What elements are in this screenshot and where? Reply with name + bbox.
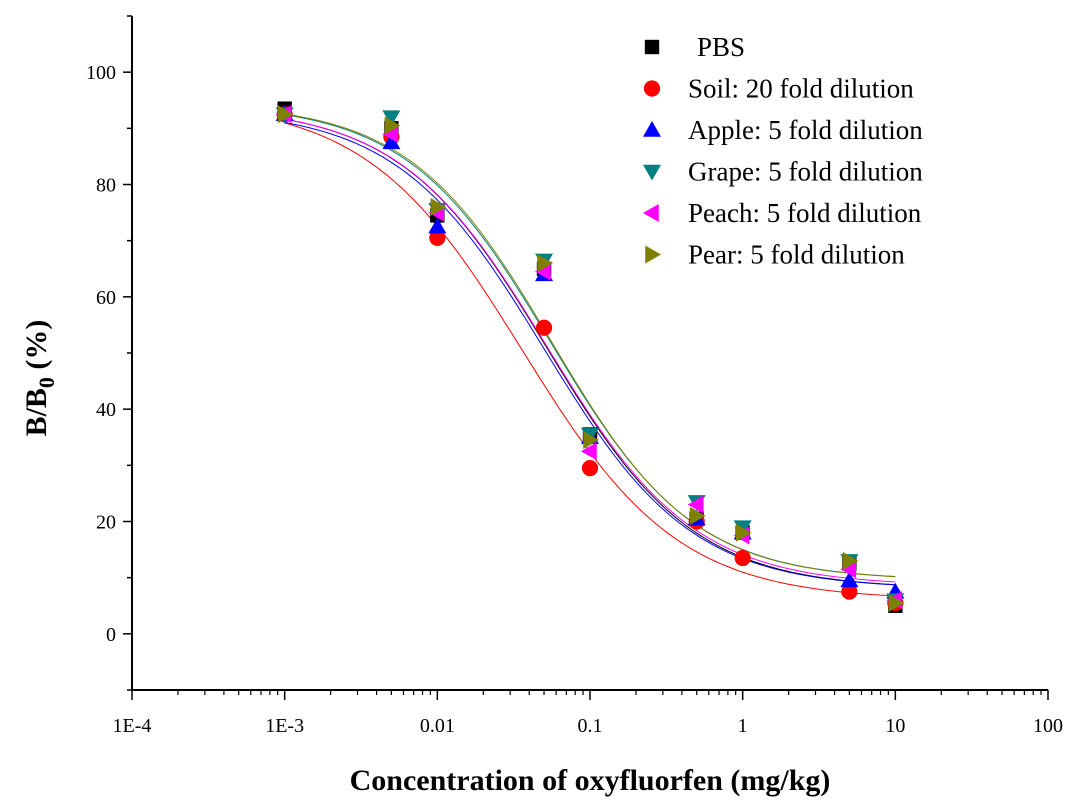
data-point-series-1 (581, 460, 599, 477)
data-point-series-1 (535, 319, 553, 336)
y-tick-label: 100 (86, 62, 116, 84)
x-tick-label: 0.1 (578, 715, 603, 737)
fit-curve-2 (283, 121, 896, 586)
data-points (275, 101, 905, 613)
y-tick-label: 0 (106, 624, 116, 646)
y-axis-title-main: B/B (20, 388, 53, 436)
y-tick-label: 60 (96, 287, 116, 309)
legend-label-2: Apple: 5 fold dilution (688, 115, 923, 145)
legend-label-0: PBS (697, 32, 745, 62)
fit-curve-1 (283, 122, 896, 597)
legend-marker-2 (643, 121, 661, 137)
x-tick-label: 100 (1033, 715, 1063, 737)
legend-marker-5 (645, 245, 661, 264)
data-point-series-4 (840, 560, 857, 579)
data-point-series-5 (277, 105, 294, 124)
data-point-series-2 (428, 217, 447, 234)
legend-marker-4 (643, 204, 659, 222)
legend-marker-3 (643, 164, 661, 181)
data-point-series-5 (537, 254, 554, 273)
y-axis-title: B/B0 (%) (20, 320, 59, 437)
y-axis-title-suffix: (%) (20, 320, 53, 377)
data-point-series-4 (535, 262, 551, 281)
data-point-series-5 (842, 551, 859, 570)
data-point-series-4 (382, 124, 399, 143)
x-tick-label: 0.01 (420, 715, 455, 737)
x-axis-title: Concentration of oxyfluorfen (mg/kg) (350, 764, 831, 797)
legend-label-4: Peach: 5 fold dilution (688, 198, 922, 228)
legend-marker-0 (644, 39, 660, 55)
data-point-series-2 (382, 133, 401, 150)
y-tick-label: 40 (96, 399, 116, 421)
fit-curve-0 (283, 118, 896, 586)
data-point-series-5 (583, 431, 599, 450)
data-point-series-4 (581, 442, 597, 461)
fit-curve-4 (283, 118, 896, 583)
y-axis-title-subscript: 0 (34, 377, 59, 388)
data-point-series-5 (735, 523, 752, 542)
data-point-series-1 (841, 583, 858, 600)
data-point-series-3 (382, 110, 401, 127)
y-tick-label: 80 (96, 175, 116, 197)
axes: 0 20 40 60 80 100 1E-4 1E-3 0.01 0.1 1 10 100 (86, 15, 1063, 737)
x-tick-label: 1 (738, 715, 748, 737)
data-point-series-5 (888, 593, 905, 612)
x-tick-label: 1E-3 (265, 715, 304, 737)
x-tick-label: 1E-4 (113, 715, 152, 737)
data-point-series-4 (687, 495, 704, 514)
data-point-series-5 (430, 197, 447, 216)
legend-label-5: Pear: 5 fold dilution (688, 240, 905, 270)
data-point-series-1 (734, 549, 751, 567)
data-point-series-5 (689, 506, 706, 525)
data-point-series-5 (384, 116, 401, 135)
data-point-series-2 (840, 571, 859, 588)
y-tick-label: 20 (96, 512, 116, 534)
legend: PBS Soil: 20 fold dilution Apple: 5 fold d… (643, 32, 923, 270)
legend-label-1: Soil: 20 fold dilution (688, 74, 914, 104)
x-tick-label: 10 (885, 715, 905, 737)
legend-label-3: Grape: 5 fold dilution (688, 157, 923, 187)
data-point-series-1 (429, 229, 446, 246)
legend-marker-1 (643, 80, 661, 97)
